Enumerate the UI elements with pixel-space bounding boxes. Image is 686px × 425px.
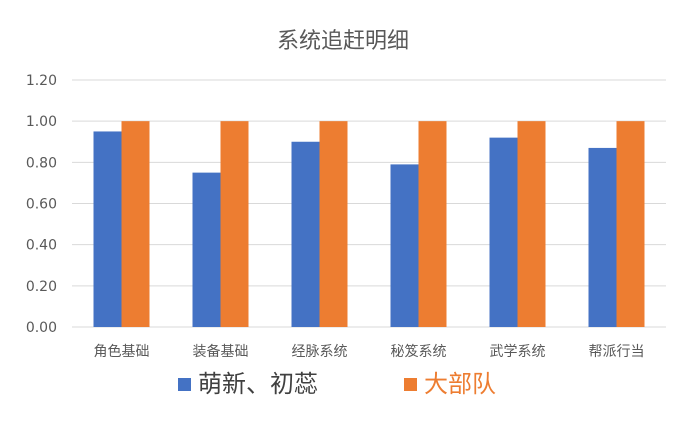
y-tick-label: 0.60 — [26, 197, 57, 213]
bar-series1 — [291, 141, 320, 327]
y-axis-ticks: 0.00 0.20 0.40 0.60 0.80 1.00 1.20 — [26, 73, 57, 336]
legend-swatch — [404, 378, 417, 391]
bars — [93, 121, 645, 328]
x-category-label: 角色基础 — [94, 343, 150, 360]
bar-series2 — [319, 121, 348, 328]
x-category-label: 武学系统 — [490, 344, 546, 360]
x-category-label: 装备基础 — [193, 343, 249, 360]
x-axis-categories: 角色基础 装备基础 经脉系统 秘笈系统 武学系统 帮派行当 — [94, 343, 645, 360]
legend-label: 萌新、初蕊 — [198, 370, 318, 398]
legend: 萌新、初蕊 大部队 — [178, 370, 496, 398]
y-tick-label: 0.00 — [26, 320, 57, 336]
bar-series1 — [93, 131, 122, 327]
y-tick-label: 0.40 — [26, 238, 57, 254]
bar-series2 — [121, 121, 150, 328]
bar-series1 — [588, 147, 617, 327]
y-tick-label: 0.80 — [26, 155, 57, 171]
bar-series2 — [418, 121, 447, 328]
x-category-label: 帮派行当 — [589, 344, 645, 360]
bar-series2 — [220, 121, 249, 328]
y-tick-label: 1.20 — [26, 73, 57, 89]
bar-series1 — [390, 164, 419, 327]
y-tick-label: 0.20 — [26, 279, 57, 295]
bar-series2 — [616, 121, 645, 328]
legend-swatch — [178, 378, 191, 391]
y-tick-label: 1.00 — [26, 114, 57, 130]
bar-series1 — [489, 137, 518, 327]
x-category-label: 秘笈系统 — [391, 343, 447, 360]
x-category-label: 经脉系统 — [292, 344, 348, 360]
bar-series2 — [517, 121, 546, 328]
chart-title: 系统追赶明细 — [277, 29, 409, 54]
gridlines — [72, 79, 666, 328]
legend-label: 大部队 — [424, 370, 496, 398]
bar-series1 — [192, 172, 221, 327]
